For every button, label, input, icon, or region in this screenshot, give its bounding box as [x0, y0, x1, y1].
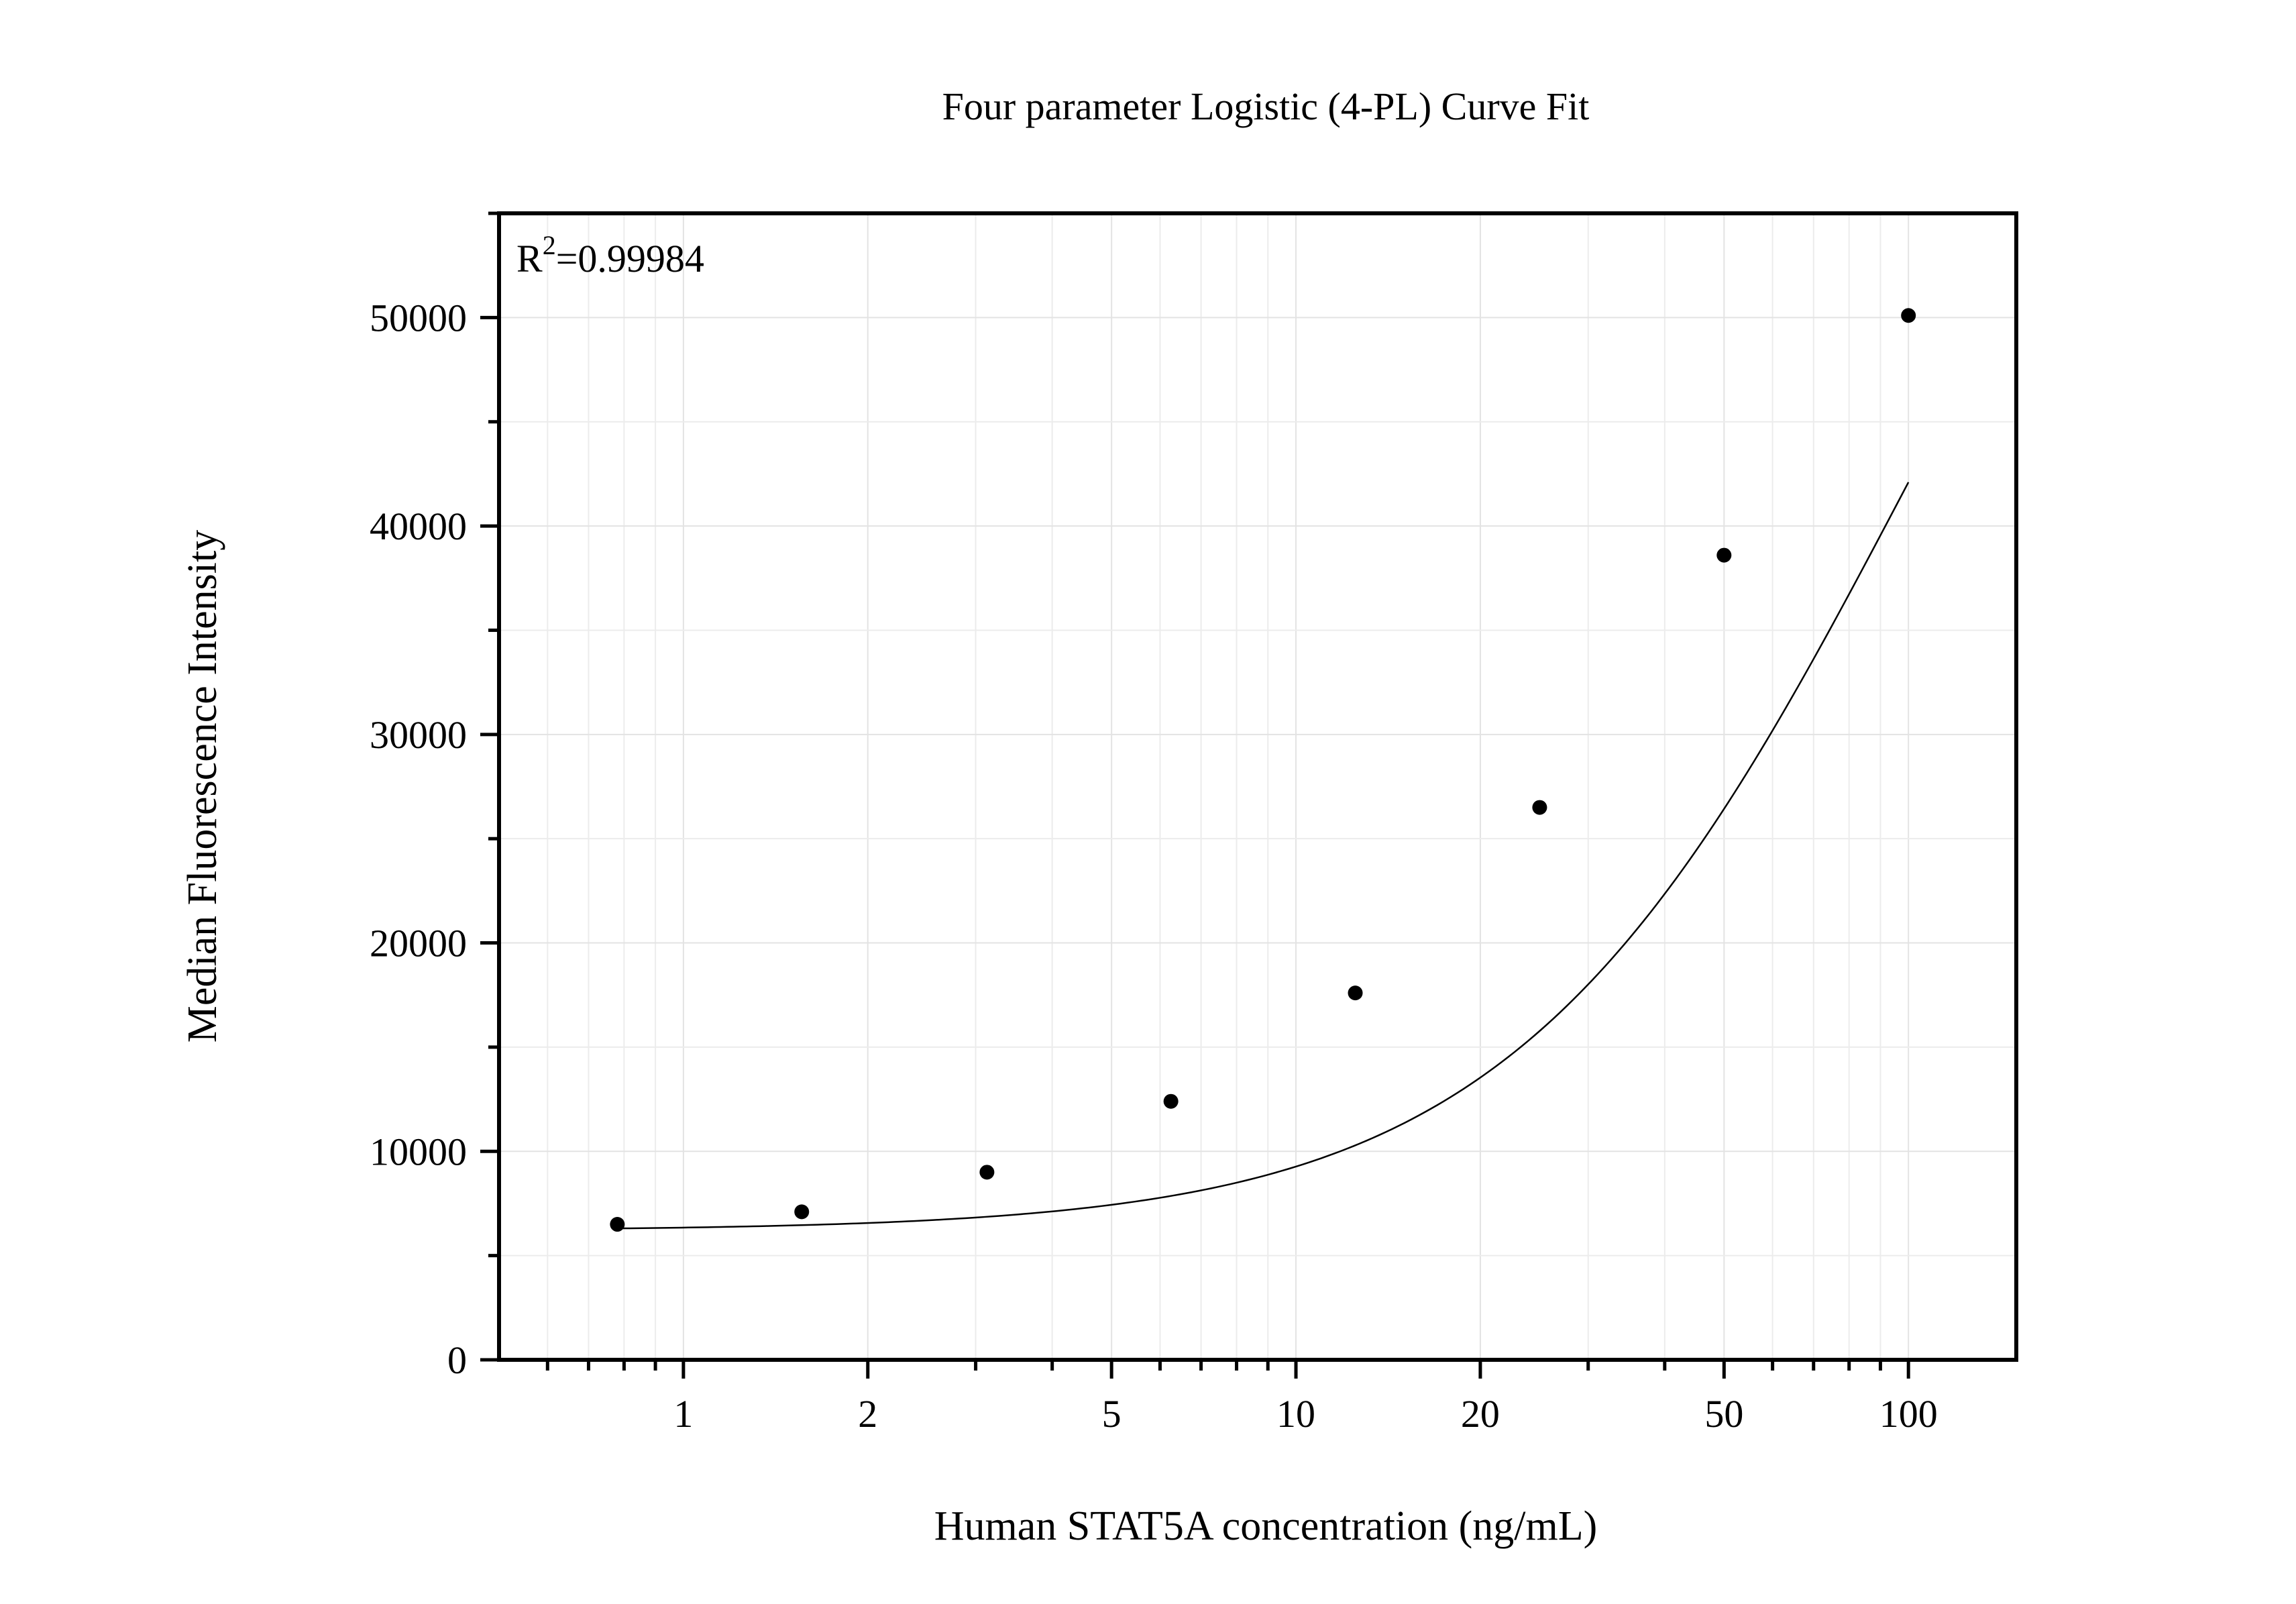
data-point [979, 1165, 995, 1180]
data-point [1163, 1093, 1179, 1109]
r-squared-superscript: 2 [543, 230, 556, 260]
y-tick-label: 20000 [370, 922, 467, 965]
data-points [610, 308, 1916, 1232]
x-tick-label: 20 [1461, 1392, 1500, 1436]
y-tick-label: 10000 [370, 1130, 467, 1173]
data-point [1901, 308, 1916, 323]
data-point [1348, 985, 1363, 1001]
x-tick-label: 100 [1879, 1392, 1938, 1436]
x-tick-label: 1 [673, 1392, 693, 1436]
chart-title: Four parameter Logistic (4-PL) Curve Fit [942, 85, 1590, 128]
x-axis-label: Human STAT5A concentration (ng/mL) [934, 1503, 1598, 1549]
y-tick-label: 30000 [370, 713, 467, 757]
r-squared-value: =0.99984 [556, 237, 704, 280]
x-tick-label: 10 [1276, 1392, 1315, 1436]
y-tick-label: 0 [447, 1338, 467, 1382]
x-tick-label: 5 [1102, 1392, 1122, 1436]
r-squared-annotation: R2=0.99984 [516, 230, 704, 280]
data-point [1532, 800, 1547, 815]
y-tick-labels: 0 10000 20000 30000 40000 50000 [370, 296, 467, 1382]
y-axis-label: Median Fluorescence Intensity [180, 530, 225, 1042]
y-tick-label: 50000 [370, 296, 467, 339]
x-tick-labels: 1 2 5 10 20 50 100 [673, 1392, 1937, 1436]
r-squared-prefix: R [516, 237, 543, 280]
axis-ticks [480, 211, 1910, 1379]
fit-curve [617, 482, 1910, 1230]
data-point [1716, 547, 1732, 563]
data-point [610, 1217, 625, 1232]
x-tick-label: 2 [858, 1392, 877, 1436]
y-tick-label: 40000 [370, 504, 467, 548]
x-tick-label: 50 [1704, 1392, 1743, 1436]
data-point [794, 1204, 810, 1220]
plot-frame [497, 211, 2018, 1362]
gridlines [499, 213, 2016, 1360]
